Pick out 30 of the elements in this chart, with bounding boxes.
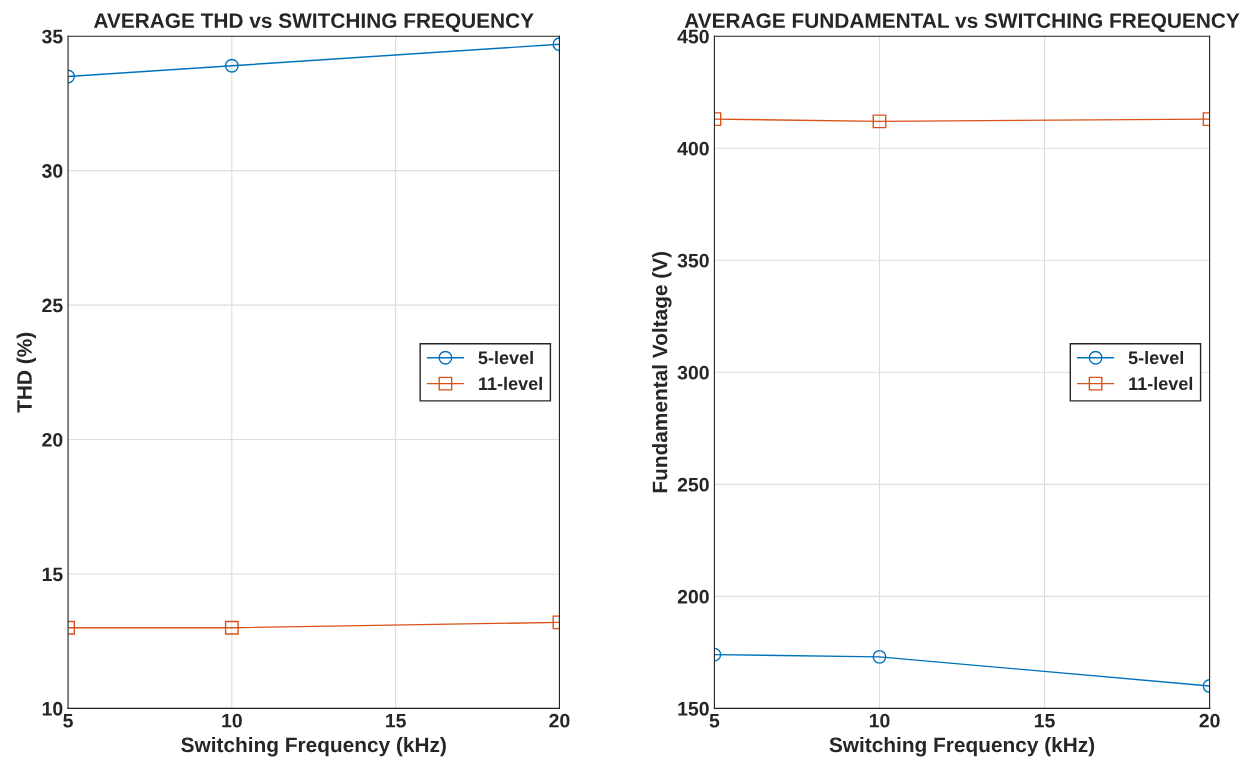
x-tick-label: 15 <box>386 713 406 728</box>
x-tick-label: 5 <box>63 713 73 728</box>
legend-label: 11-level <box>1129 376 1193 391</box>
x-axis-title: Switching Frequency (kHz) <box>829 736 1095 757</box>
y-tick-label: 150 <box>678 701 709 716</box>
x-tick-label: 15 <box>1034 713 1055 728</box>
y-tick-label: 450 <box>677 29 709 44</box>
y-tick-label: 400 <box>677 141 709 156</box>
legend-label: 11-level <box>479 376 542 391</box>
y-tick-label: 30 <box>42 164 63 178</box>
y-tick-label: 25 <box>42 298 63 313</box>
y-tick-label: 15 <box>42 567 63 582</box>
x-axis-title: Switching Frequency (kHz) <box>181 736 446 757</box>
y-tick-label: 350 <box>677 253 709 268</box>
y-tick-label: 35 <box>42 29 63 44</box>
chart-title: AVERAGE THD vs SWITCHING FREQUENCY <box>93 13 534 32</box>
x-tick-label: 5 <box>709 713 720 728</box>
y-tick-label: 20 <box>42 432 63 447</box>
y-tick-label: 10 <box>42 701 63 716</box>
legend-label: 5-level <box>1128 350 1184 365</box>
x-tick-label: 10 <box>222 713 242 728</box>
legend-label: 5-level <box>478 350 533 365</box>
y-tick-label: 250 <box>677 477 709 492</box>
y-tick-label: 200 <box>677 589 709 604</box>
y-axis-title: Fundamental Voltage (V) <box>652 251 672 493</box>
y-tick-label: 300 <box>677 365 709 380</box>
x-tick-label: 20 <box>1199 713 1220 728</box>
x-tick-label: 20 <box>549 713 570 728</box>
x-tick-label: 10 <box>869 713 890 728</box>
y-axis-title: THD (%) <box>16 332 36 413</box>
